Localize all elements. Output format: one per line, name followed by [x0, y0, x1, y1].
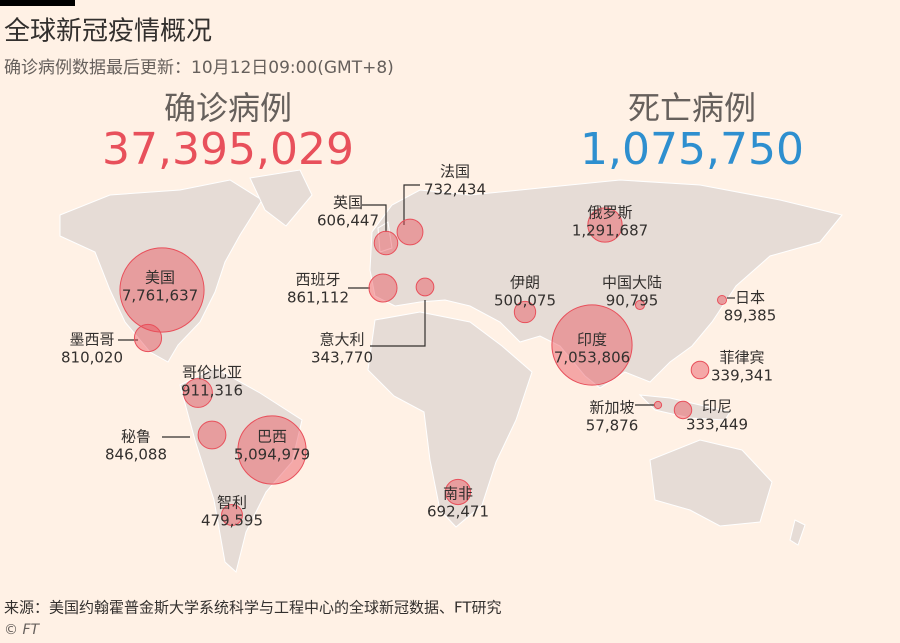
subtitle: 确诊病例数据最后更新：10月12日09:00(GMT+8) — [4, 58, 394, 78]
country-cases: 333,449 — [686, 416, 748, 434]
confirmed-label: 确诊病例 — [164, 89, 292, 127]
bubbles — [119, 207, 728, 526]
country-cases: 90,795 — [606, 292, 659, 310]
case-bubble — [634, 299, 646, 311]
country-name: 菲律宾 — [719, 349, 764, 367]
case-bubble — [551, 304, 633, 386]
country-cases: 339,341 — [711, 367, 773, 385]
greenland — [249, 169, 313, 227]
country-name: 法国 — [440, 163, 470, 181]
country-name: 中国大陆 — [602, 274, 662, 292]
uk — [377, 221, 393, 253]
country-name: 日本 — [735, 289, 765, 307]
country-cases: 606,447 — [317, 212, 379, 230]
country-name: 印尼 — [702, 398, 732, 416]
confirmed-value: 37,395,029 — [102, 124, 354, 175]
country-cases: 810,020 — [61, 349, 123, 367]
title: 全球新冠疫情概况 — [4, 17, 212, 47]
case-bubble — [690, 360, 710, 380]
country-name: 伊朗 — [510, 274, 540, 292]
country-cases: 7,053,806 — [554, 349, 630, 367]
country-name: 意大利 — [319, 331, 364, 349]
country-cases: 1,291,687 — [572, 222, 648, 240]
case-bubble — [513, 300, 537, 324]
case-bubble — [653, 400, 663, 410]
country-cases: 5,094,979 — [234, 446, 310, 464]
country-cases: 57,876 — [586, 417, 639, 435]
case-bubble — [197, 420, 227, 450]
africa — [367, 311, 533, 528]
country-name: 英国 — [333, 194, 363, 212]
australia — [649, 439, 773, 527]
country-cases: 500,075 — [494, 292, 556, 310]
brand-bar — [0, 0, 75, 6]
case-bubble — [133, 323, 163, 353]
case-bubble — [716, 294, 728, 306]
leader-line — [362, 204, 387, 232]
case-bubble — [221, 504, 243, 526]
case-bubble — [396, 218, 424, 246]
country-name: 墨西哥 — [69, 331, 114, 349]
case-bubble — [587, 207, 623, 243]
country-name: 哥伦比亚 — [182, 364, 242, 382]
south-america — [179, 367, 303, 573]
country-name: 秘鲁 — [121, 428, 151, 446]
source: 来源：美国约翰霍普金斯大学系统科学与工程中心的全球新冠数据、FT研究 — [4, 599, 502, 617]
country-name: 美国 — [145, 269, 175, 287]
country-name: 印度 — [577, 331, 607, 349]
country-cases: 846,088 — [105, 446, 167, 464]
country-name: 俄罗斯 — [587, 204, 632, 222]
leader-lines — [118, 184, 735, 438]
country-cases: 343,770 — [311, 349, 373, 367]
map — [59, 169, 843, 573]
country-cases: 911,316 — [181, 382, 243, 400]
country-name: 南非 — [443, 485, 473, 503]
credit: © FT — [4, 622, 41, 638]
new-zealand — [789, 519, 806, 546]
indonesia — [638, 394, 731, 421]
case-bubble — [373, 230, 399, 256]
country-name: 巴西 — [257, 428, 287, 446]
country-name: 新加坡 — [589, 399, 634, 417]
case-bubble — [444, 478, 472, 506]
eurasia — [369, 179, 843, 389]
case-bubble — [673, 400, 693, 420]
country-cases: 861,112 — [287, 289, 349, 307]
case-bubble — [368, 273, 398, 303]
country-name: 西班牙 — [295, 271, 340, 289]
country-cases: 479,595 — [201, 512, 263, 530]
case-bubble — [119, 247, 205, 333]
country-cases: 89,385 — [724, 307, 777, 325]
leader-line — [370, 300, 426, 347]
country-cases: 692,471 — [427, 503, 489, 521]
case-bubble — [415, 277, 435, 297]
country-cases: 732,434 — [424, 181, 486, 199]
case-bubble — [237, 415, 307, 485]
leader-line — [403, 184, 420, 225]
country-name: 智利 — [217, 494, 247, 512]
deaths-value: 1,075,750 — [580, 124, 804, 175]
country-cases: 7,761,637 — [122, 287, 198, 305]
deaths-label: 死亡病例 — [628, 89, 756, 127]
north-america — [59, 179, 263, 363]
case-bubble — [183, 378, 213, 408]
